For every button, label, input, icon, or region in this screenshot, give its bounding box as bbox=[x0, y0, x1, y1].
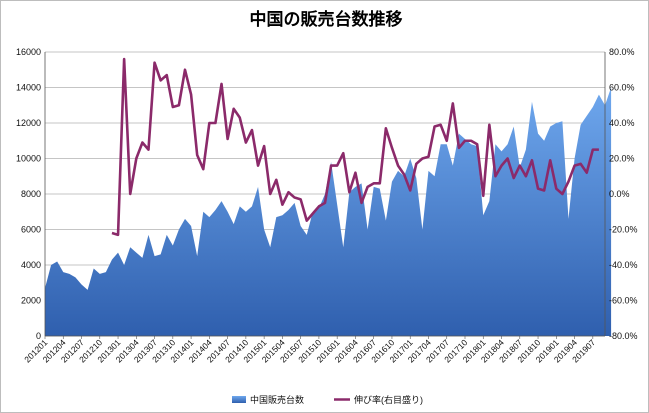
line-series-layer bbox=[111, 57, 599, 237]
line-series-growth bbox=[111, 57, 599, 237]
left-tick-label: 10000 bbox=[16, 154, 41, 164]
area-series-sales bbox=[45, 87, 612, 336]
right-tick-label: -60.0% bbox=[609, 296, 638, 306]
area-series-layer bbox=[45, 87, 612, 336]
left-tick-label: 16000 bbox=[16, 47, 41, 57]
legend-label-growth: 伸び率(右目盛り) bbox=[354, 394, 423, 405]
x-axis-ticks: 2012012012042012072012102013012013042013… bbox=[22, 336, 597, 364]
left-tick-label: 4000 bbox=[21, 260, 41, 270]
right-tick-label: -20.0% bbox=[609, 225, 638, 235]
right-tick-label: 40.0% bbox=[609, 118, 635, 128]
left-tick-label: 12000 bbox=[16, 118, 41, 128]
right-axis-ticks: -80.0% -60.0% -40.0% -20.0% 0.0% 20.0% 40.0% 60… bbox=[609, 47, 638, 341]
axes bbox=[44, 52, 606, 337]
legend-label-sales: 中国販売台数 bbox=[250, 394, 304, 405]
right-tick-label: -40.0% bbox=[609, 260, 638, 270]
left-axis-ticks: 0 2000 4000 6000 8000 10000 12000 14000 16000 bbox=[16, 47, 41, 341]
legend: 中国販売台数 伸び率(右目盛り) bbox=[232, 394, 423, 405]
left-tick-label: 2000 bbox=[21, 296, 41, 306]
right-tick-label: 60.0% bbox=[609, 83, 635, 93]
left-tick-label: 0 bbox=[36, 331, 41, 341]
left-tick-label: 14000 bbox=[16, 83, 41, 93]
legend-swatch-sales bbox=[232, 396, 246, 403]
chart-title: 中国の販売台数推移 bbox=[250, 9, 403, 29]
left-tick-label: 8000 bbox=[21, 189, 41, 199]
right-tick-label: -80.0% bbox=[609, 331, 638, 341]
right-tick-label: 0.0% bbox=[609, 189, 630, 199]
right-tick-label: 80.0% bbox=[609, 47, 635, 57]
left-tick-label: 6000 bbox=[21, 225, 41, 235]
right-tick-label: 20.0% bbox=[609, 154, 635, 164]
